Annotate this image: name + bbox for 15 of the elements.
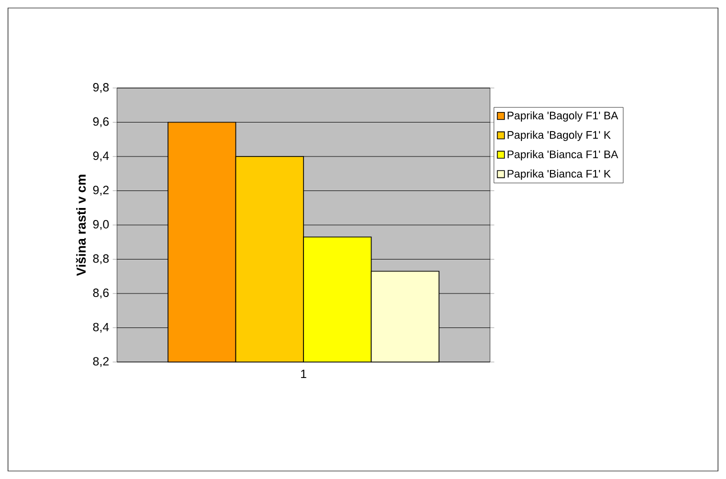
legend-label: Paprika 'Bagoly F1' K <box>508 130 611 141</box>
y-tick-label: 8,4 <box>93 322 109 333</box>
x-tick-label: 1 <box>301 370 306 378</box>
y-tick-label: 9,0 <box>93 220 109 230</box>
legend-label: Paprika 'Bianca F1' K <box>508 170 611 180</box>
legend-label: Paprika 'Bianca F1' BA <box>508 150 618 160</box>
y-axis-title: Višina rasti v cm <box>76 174 86 276</box>
y-tick-label: 9,4 <box>93 152 109 162</box>
y-tick-label: 9,6 <box>93 117 109 128</box>
y-tick-label: 9,8 <box>93 83 109 93</box>
y-tick-label: 9,2 <box>93 186 109 196</box>
y-tick-label: 8,8 <box>93 254 109 264</box>
y-tick-label: 8,6 <box>93 288 109 298</box>
y-tick-label: 8,2 <box>93 357 109 367</box>
legend-label: Paprika 'Bagoly F1' BA <box>508 111 618 122</box>
